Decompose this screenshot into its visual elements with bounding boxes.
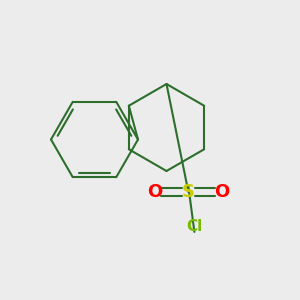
Text: Cl: Cl bbox=[186, 219, 203, 234]
Text: O: O bbox=[214, 183, 230, 201]
Text: O: O bbox=[147, 183, 162, 201]
Text: S: S bbox=[182, 183, 195, 201]
